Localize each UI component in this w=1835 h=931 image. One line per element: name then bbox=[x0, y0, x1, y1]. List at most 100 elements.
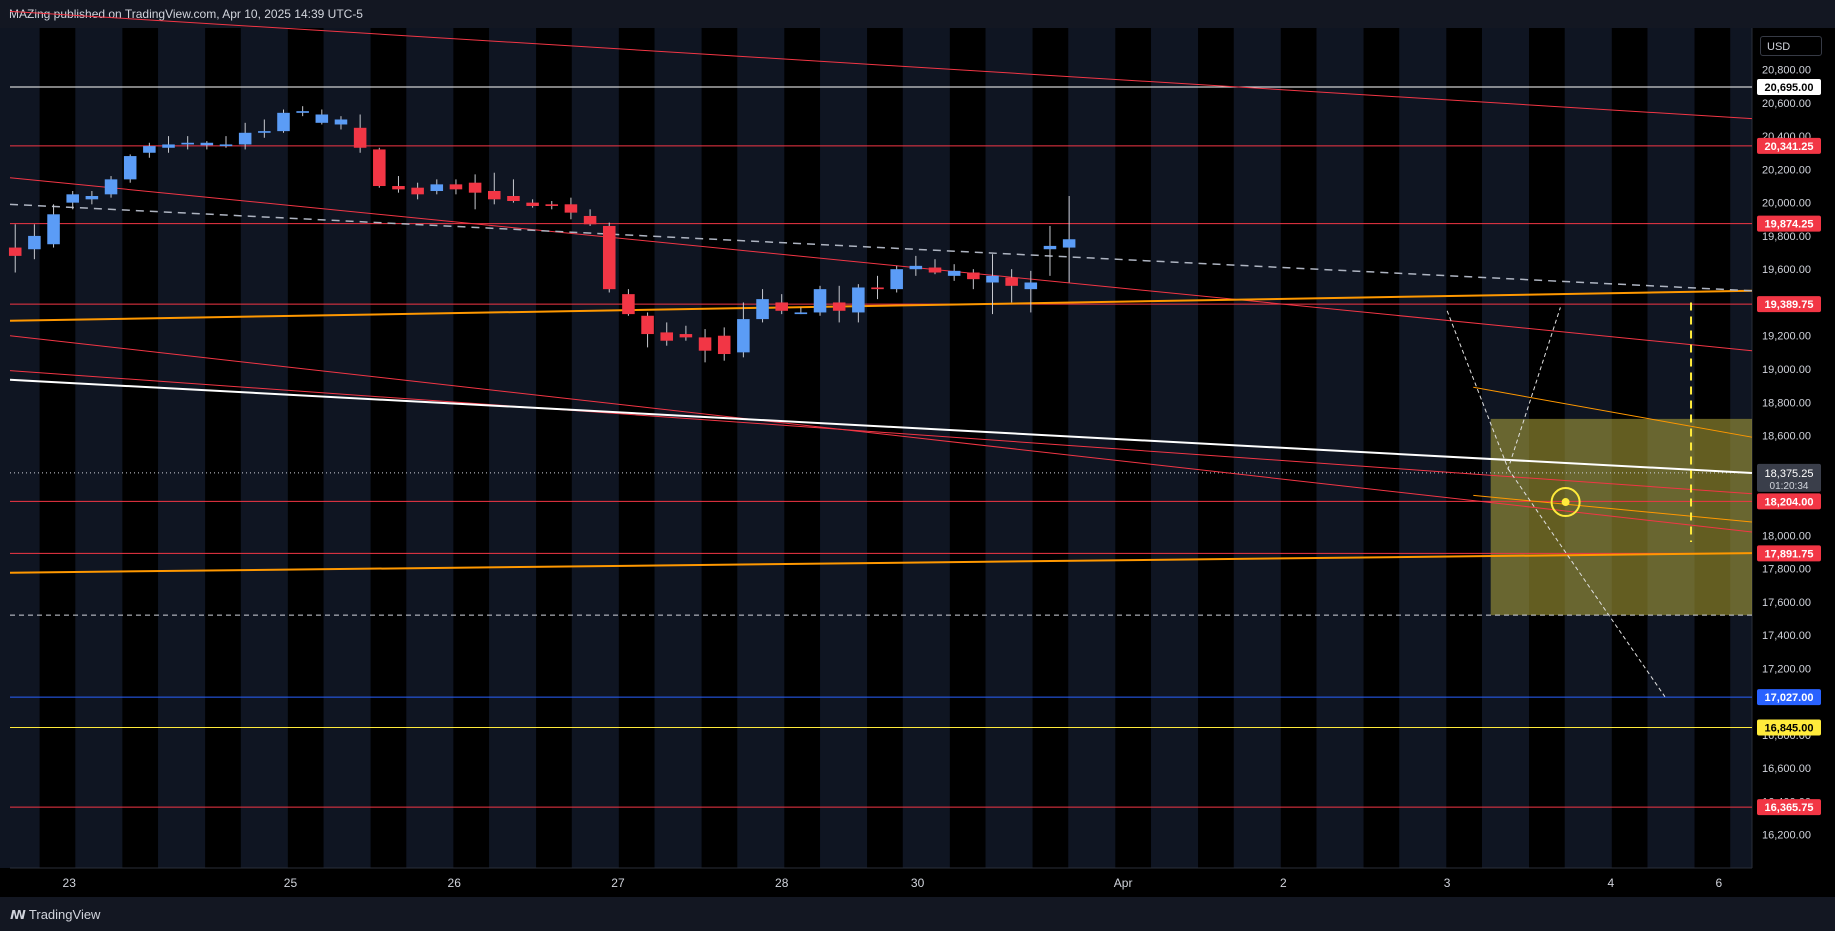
candle bbox=[602, 222, 616, 293]
candle-body bbox=[909, 265, 923, 270]
candle-body bbox=[641, 315, 654, 335]
candle bbox=[890, 265, 903, 293]
countdown-label: 01:20:34 bbox=[1770, 481, 1809, 492]
candle bbox=[622, 289, 635, 316]
candle-body bbox=[1024, 282, 1038, 290]
tradingview-logo[interactable]: ꟿ TradingView bbox=[10, 907, 100, 922]
candle-body bbox=[928, 267, 942, 273]
candle-body bbox=[334, 119, 348, 125]
candle bbox=[545, 200, 559, 210]
y-tick-label: 18,000.00 bbox=[1762, 530, 1811, 542]
candle-body bbox=[583, 215, 597, 225]
session-band bbox=[654, 28, 702, 868]
y-tick-label: 16,600.00 bbox=[1762, 763, 1811, 775]
candle bbox=[143, 142, 156, 158]
x-tick-label: 6 bbox=[1716, 876, 1723, 890]
candle bbox=[85, 191, 99, 205]
candle bbox=[373, 147, 386, 188]
candle bbox=[1005, 269, 1018, 303]
candle bbox=[123, 154, 137, 183]
candle-body bbox=[47, 214, 60, 245]
session-band bbox=[323, 28, 371, 868]
x-tick-label: 26 bbox=[448, 876, 462, 890]
candle bbox=[334, 116, 348, 130]
candle-body bbox=[737, 319, 750, 353]
candle bbox=[28, 224, 41, 260]
session-band bbox=[75, 28, 123, 868]
candle-body bbox=[794, 312, 808, 315]
trend-line bbox=[9, 10, 1753, 120]
candle bbox=[8, 224, 22, 273]
y-tick-label: 16,200.00 bbox=[1762, 830, 1811, 842]
candle bbox=[986, 254, 999, 315]
candle bbox=[679, 325, 693, 341]
session-band bbox=[1151, 28, 1199, 868]
candle-body bbox=[296, 111, 309, 113]
candle-body bbox=[622, 294, 635, 315]
candle-body bbox=[890, 269, 903, 290]
candle bbox=[967, 269, 980, 290]
candle-body bbox=[717, 335, 731, 355]
candle-body bbox=[219, 144, 233, 147]
candle-body bbox=[1062, 239, 1076, 248]
price-tag-label: 20,695.00 bbox=[1765, 82, 1814, 94]
candle bbox=[641, 312, 654, 348]
x-tick-label: 30 bbox=[911, 876, 925, 890]
trend-line bbox=[1473, 494, 1753, 523]
price-tag bbox=[1757, 493, 1821, 510]
candle bbox=[277, 109, 290, 133]
candle bbox=[181, 136, 194, 150]
candle-body bbox=[1005, 277, 1018, 286]
candle bbox=[449, 179, 463, 195]
candle-body bbox=[756, 299, 769, 320]
candle-body bbox=[66, 194, 79, 203]
candle bbox=[219, 136, 233, 148]
price-tag bbox=[1757, 689, 1821, 706]
session-band bbox=[406, 28, 454, 868]
x-tick-label: 28 bbox=[775, 876, 789, 890]
price-tag bbox=[1757, 215, 1821, 232]
candle-body bbox=[277, 112, 290, 132]
price-tag-label: 19,874.25 bbox=[1765, 219, 1814, 231]
price-tag bbox=[1757, 799, 1821, 816]
y-tick-label: 20,000.00 bbox=[1762, 198, 1811, 210]
candle bbox=[104, 176, 118, 198]
candle-body bbox=[430, 184, 444, 192]
price-tag bbox=[1757, 79, 1821, 96]
footer-bar: ꟿ TradingView bbox=[0, 897, 1835, 931]
candle-body bbox=[986, 275, 999, 283]
candle bbox=[1043, 225, 1057, 276]
candle-body bbox=[162, 144, 175, 148]
price-tag bbox=[1757, 296, 1821, 313]
price-scale-panel bbox=[1752, 28, 1835, 868]
candle-body bbox=[947, 270, 961, 276]
y-tick-label: 20,800.00 bbox=[1762, 65, 1811, 77]
y-tick-label: 20,200.00 bbox=[1762, 164, 1811, 176]
candle-body bbox=[143, 146, 156, 153]
candle-body bbox=[373, 149, 386, 187]
candle-body bbox=[832, 302, 846, 311]
candle-body bbox=[85, 196, 99, 200]
y-tick-label: 19,800.00 bbox=[1762, 231, 1811, 243]
candle-body bbox=[507, 196, 520, 201]
candle bbox=[411, 182, 424, 200]
candle bbox=[871, 275, 884, 300]
candle bbox=[564, 197, 578, 220]
price-tag-label: 16,365.75 bbox=[1765, 802, 1814, 814]
candle-body bbox=[468, 182, 482, 193]
candle bbox=[928, 259, 942, 275]
candle-body bbox=[852, 287, 865, 313]
candle-body bbox=[181, 142, 194, 145]
y-tick-label: 17,800.00 bbox=[1762, 564, 1811, 576]
candle bbox=[488, 172, 501, 205]
y-tick-label: 19,600.00 bbox=[1762, 264, 1811, 276]
candle-body bbox=[353, 127, 367, 148]
candle-body bbox=[258, 131, 271, 133]
candle bbox=[1062, 196, 1076, 283]
session-band bbox=[571, 28, 619, 868]
candle-body bbox=[411, 187, 424, 195]
currency-button[interactable]: USD bbox=[1760, 36, 1822, 56]
candle bbox=[660, 322, 674, 346]
candle bbox=[353, 114, 367, 153]
